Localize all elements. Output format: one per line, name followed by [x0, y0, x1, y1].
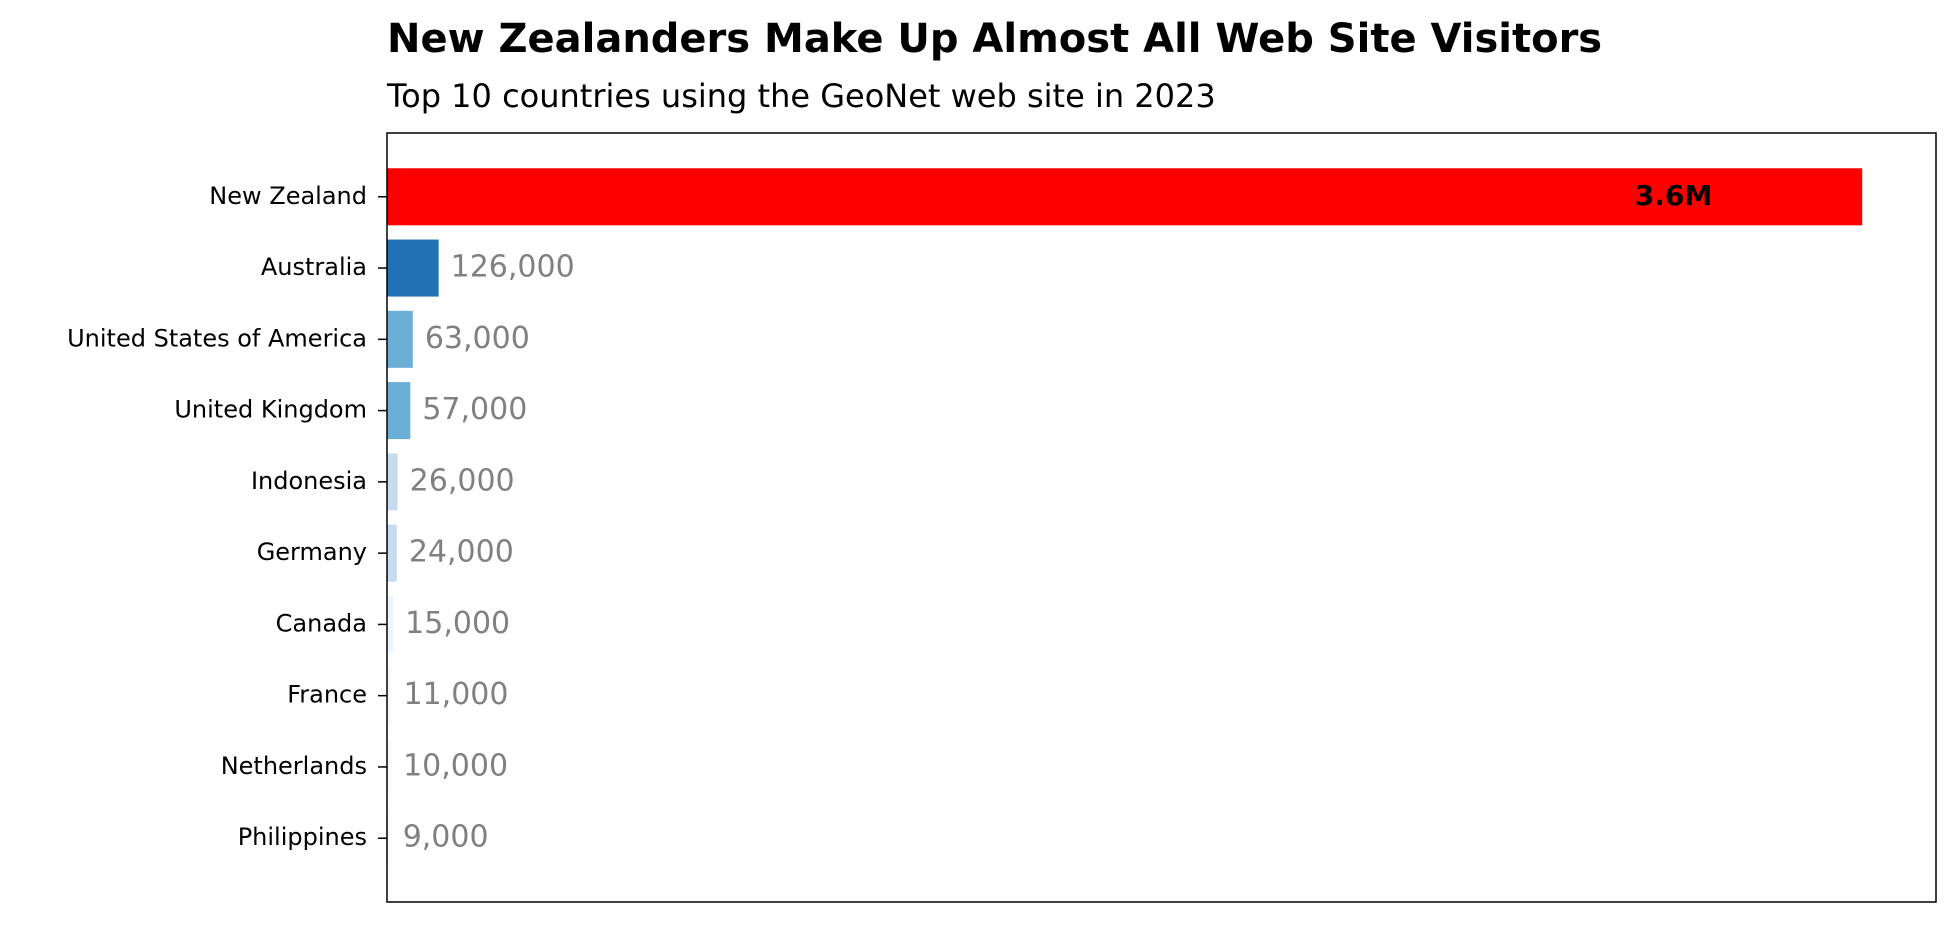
y-tick-label: United States of America	[67, 324, 367, 352]
value-label: 26,000	[410, 463, 515, 498]
y-tick-label: New Zealand	[209, 182, 367, 210]
plot-frame	[386, 132, 1937, 903]
value-label: 3.6M	[1635, 179, 1712, 212]
y-tick-label: Indonesia	[251, 467, 367, 495]
value-label: 57,000	[422, 392, 527, 427]
y-tick-label: Netherlands	[221, 752, 367, 780]
value-label: 126,000	[451, 250, 575, 285]
bar	[387, 453, 398, 511]
value-label: 24,000	[409, 535, 514, 570]
y-tick-label: Germany	[257, 538, 367, 566]
value-label: 10,000	[403, 748, 508, 783]
bar	[387, 524, 397, 582]
bar	[387, 382, 411, 440]
chart-subtitle: Top 10 countries using the GeoNet web si…	[386, 77, 1216, 115]
chart-title: New Zealanders Make Up Almost All Web Si…	[387, 16, 1602, 62]
y-tick-label: Australia	[261, 253, 367, 281]
value-label: 11,000	[404, 677, 509, 712]
bar	[387, 310, 413, 368]
bar	[387, 809, 391, 867]
value-label: 15,000	[405, 606, 510, 641]
y-tick-label: France	[287, 681, 367, 709]
bar	[387, 168, 1863, 226]
bar	[387, 738, 392, 796]
y-tick-label: Philippines	[238, 823, 367, 851]
bar	[387, 595, 394, 653]
value-label: 63,000	[425, 321, 530, 356]
y-tick-label: Canada	[276, 609, 367, 637]
y-tick-label: United Kingdom	[174, 396, 367, 424]
bar	[387, 239, 439, 297]
bar	[387, 667, 392, 725]
value-label: 9,000	[403, 820, 489, 855]
